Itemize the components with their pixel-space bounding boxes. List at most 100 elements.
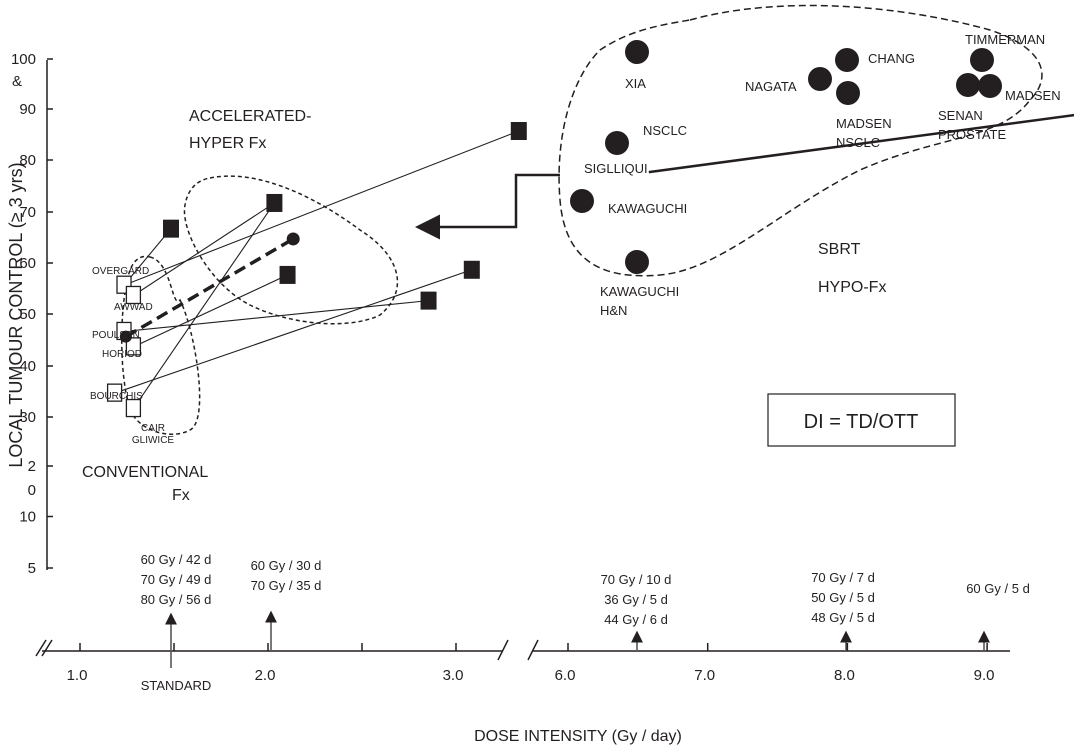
y-tick-label: 10 [19,509,36,526]
axis-break-left [35,639,53,657]
schedule-annotations: 60 Gy / 42 d 70 Gy / 49 d 80 Gy / 56 d STAN… [141,552,1030,693]
y-tick-label: 100 [11,51,36,68]
y-tick-label: 0 [28,482,36,499]
conventional-point [125,337,142,356]
sbrt-point [970,48,994,72]
sbrt-point-label: CHANG [868,51,915,66]
mean-point-conventional [119,330,132,343]
schedule-annotation: 50 Gy / 5 d [811,590,875,605]
formula-box-frame [767,393,956,447]
sbrt-point-label: NAGATA [745,79,797,94]
x-tick-label: 8.0 [834,667,855,684]
formula-box: DI = TD/OTT [767,393,956,447]
conventional-point-label: BOURCHIS [90,391,143,402]
y-tick-label: 90 [19,101,36,118]
y-tick-label: 60 [19,255,36,272]
x-tick-label: 7.0 [694,667,715,684]
formula-text: DI = TD/OTT [804,411,919,433]
sbrt-point-label: KAWAGUCHI H&N [600,284,679,318]
y-tick-label: 30 [19,409,36,426]
y-tick-label: 40 [19,358,36,375]
x-tick-label: 6.0 [555,667,576,684]
conventional-point [125,398,142,418]
sbrt-point-label: NSCLC [643,123,687,138]
schedule-annotation: 60 Gy / 5 d [966,581,1030,596]
sbrt-point-label: SIGLLIQUI [584,161,648,176]
group-outlines [121,4,1043,435]
accelerated-label-line1: ACCELERATED- [189,108,311,125]
sbrt-point-label: XIA [625,76,646,91]
y-tick-label-suffix: & [12,73,22,90]
schedule-annotation: 60 Gy / 42 d [141,552,212,567]
sbrt-outline [558,4,1043,277]
connection-line [123,228,172,286]
sbrt-trend-line [648,113,1074,174]
sbrt-point-label: KAWAGUCHI [608,201,687,216]
accelerated-point [463,260,480,279]
connection-line [132,202,275,409]
conventional-point-label: HORIOD [102,349,142,360]
x-tick-label: 1.0 [67,667,88,684]
accelerated-point [266,193,283,212]
sbrt-point-label: TIMMERMAN [965,32,1045,47]
schedule-annotation: 70 Gy / 10 d [601,572,672,587]
connection-line [123,130,520,286]
y-tick-label: 5 [28,560,36,577]
connection-line [133,274,288,348]
standard-label: STANDARD [141,678,212,693]
sbrt-point-label: MADSEN NSCLC [836,116,892,150]
conventional-point [106,383,123,402]
y-axis-label: LOCAL TUMOUR CONTROL (≥ 3 yrs) [6,162,26,467]
sbrt-point [625,40,649,64]
x-axis-label: DOSE INTENSITY (Gy / day) [474,728,682,745]
connection-line [123,300,429,333]
sbrt-point [625,250,649,274]
conventional-label-line1: CONVENTIONAL [82,464,208,481]
sbrt-point [978,74,1002,98]
sbrt-point-label: MADSEN [1005,88,1061,103]
x-tick-label: 9.0 [974,667,995,684]
connection-line [133,202,275,296]
schedule-annotation: 70 Gy / 7 d [811,570,875,585]
schedule-annotation: 48 Gy / 5 d [811,610,875,625]
mean-shift-line [124,237,295,339]
accelerated-point [420,291,437,310]
schedule-annotation: 36 Gy / 5 d [604,592,668,607]
sbrt-point [605,131,629,155]
sbrt-point [570,189,594,213]
data-points [106,40,1002,418]
shift-arrow [415,173,560,240]
conventional-point-label: POULSEN [92,330,140,341]
group-labels: ACCELERATED- HYPER Fx CONVENTIONAL Fx SB… [82,108,886,504]
conventional-point-label: OVERGARD [92,266,149,277]
sbrt-label-line1: SBRT [818,241,861,258]
x-tick-label: 2.0 [255,667,276,684]
sbrt-point-label: SENAN PROSTATE [938,108,1006,142]
accelerated-outline [183,175,399,325]
sbrt-point [835,48,859,72]
point-labels: OVERGARD AWWAD POULSEN HORIOD BOURCHIS CAIR GL… [90,32,1061,446]
x-ticks: 1.02.03.06.07.08.09.010.011.012.0 [67,643,995,684]
conventional-point-label: AWWAD [114,302,153,313]
accelerated-point [279,265,296,284]
y-tick-label: 70 [19,204,36,221]
x-tick-label: 3.0 [443,667,464,684]
y-tick-label: 50 [19,306,36,323]
y-tick-label: 2 [28,458,36,475]
sbrt-label-line2: HYPO-Fx [818,279,886,296]
y-tick-label: 80 [19,152,36,169]
mean-point-accelerated [286,232,300,246]
sbrt-point [956,73,980,97]
schedule-annotation: 70 Gy / 49 d [141,572,212,587]
conventional-point-label: CAIR GLIWICE [132,423,175,446]
schedule-annotation: 80 Gy / 56 d [141,592,212,607]
sbrt-point [808,67,832,91]
sbrt-point [836,81,860,105]
x-axis: 1.02.03.06.07.08.09.010.011.012.0 DOSE I… [35,639,1010,745]
accelerated-label-line2: HYPER Fx [189,135,266,152]
schedule-annotation: 44 Gy / 6 d [604,612,668,627]
connection-line [114,269,472,394]
